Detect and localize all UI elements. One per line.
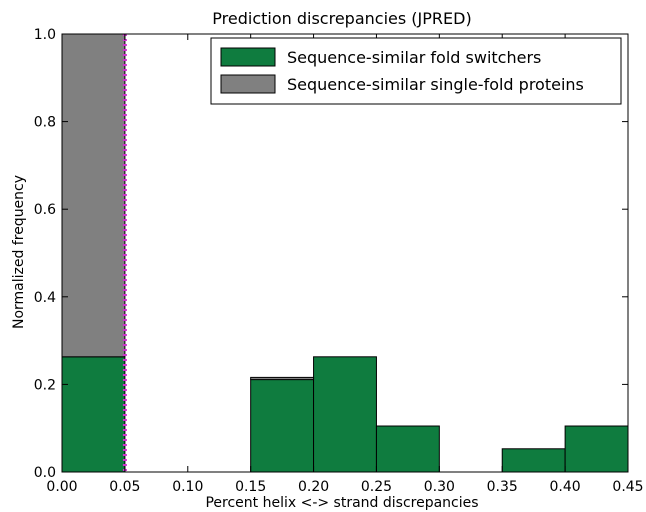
ticks-group: 0.00 0.05 0.10 0.15 0.20 0.25 0.30 0.35 0.40 0.45…	[34, 27, 644, 495]
chart-title: Prediction discrepancies (JPRED)	[212, 9, 471, 28]
x-tick-label: 0.15	[235, 479, 266, 495]
bar-series-1-bin-0	[61, 33, 126, 358]
legend-label-1: Sequence-similar single-fold proteins	[287, 75, 584, 94]
bar-series-0-bin-3	[250, 379, 315, 473]
y-tick-label: 0.6	[34, 202, 56, 218]
x-tick-label: 0.20	[298, 479, 329, 495]
legend-swatch-0	[220, 47, 276, 67]
bar-series-0-bin-8	[564, 425, 629, 473]
x-tick-label: 0.35	[487, 479, 518, 495]
y-tick-label: 0.0	[34, 465, 56, 481]
x-axis-label: Percent helix <-> strand discrepancies	[205, 495, 478, 511]
y-tick-label: 0.2	[34, 377, 56, 393]
legend-swatch-1	[220, 74, 276, 94]
y-tick-label: 0.4	[34, 290, 56, 306]
bar-series-0-bin-7	[501, 448, 566, 473]
x-tick-label: 0.10	[172, 479, 203, 495]
x-tick-label: 0.25	[361, 479, 392, 495]
bar-series-0-bin-0	[61, 356, 126, 473]
y-tick-label: 1.0	[34, 27, 56, 43]
legend-box	[210, 37, 622, 105]
y-axis-label: Normalized frequency	[11, 175, 27, 329]
legend: Sequence-similar fold switchers Sequence-…	[210, 37, 622, 105]
bar-series-0-bin-4	[313, 356, 377, 473]
bar-series-1-bin-3	[250, 376, 315, 381]
x-tick-label: 0.05	[109, 479, 140, 495]
legend-label-0: Sequence-similar fold switchers	[287, 48, 541, 67]
bars-group	[61, 33, 629, 473]
plot-frame	[61, 33, 629, 473]
bar-series-0-bin-5	[375, 425, 440, 473]
x-tick-label: 0.00	[46, 479, 77, 495]
x-tick-label: 0.30	[424, 479, 455, 495]
x-tick-label: 0.40	[550, 479, 581, 495]
x-tick-label: 0.45	[612, 479, 643, 495]
y-tick-label: 0.8	[34, 115, 56, 131]
